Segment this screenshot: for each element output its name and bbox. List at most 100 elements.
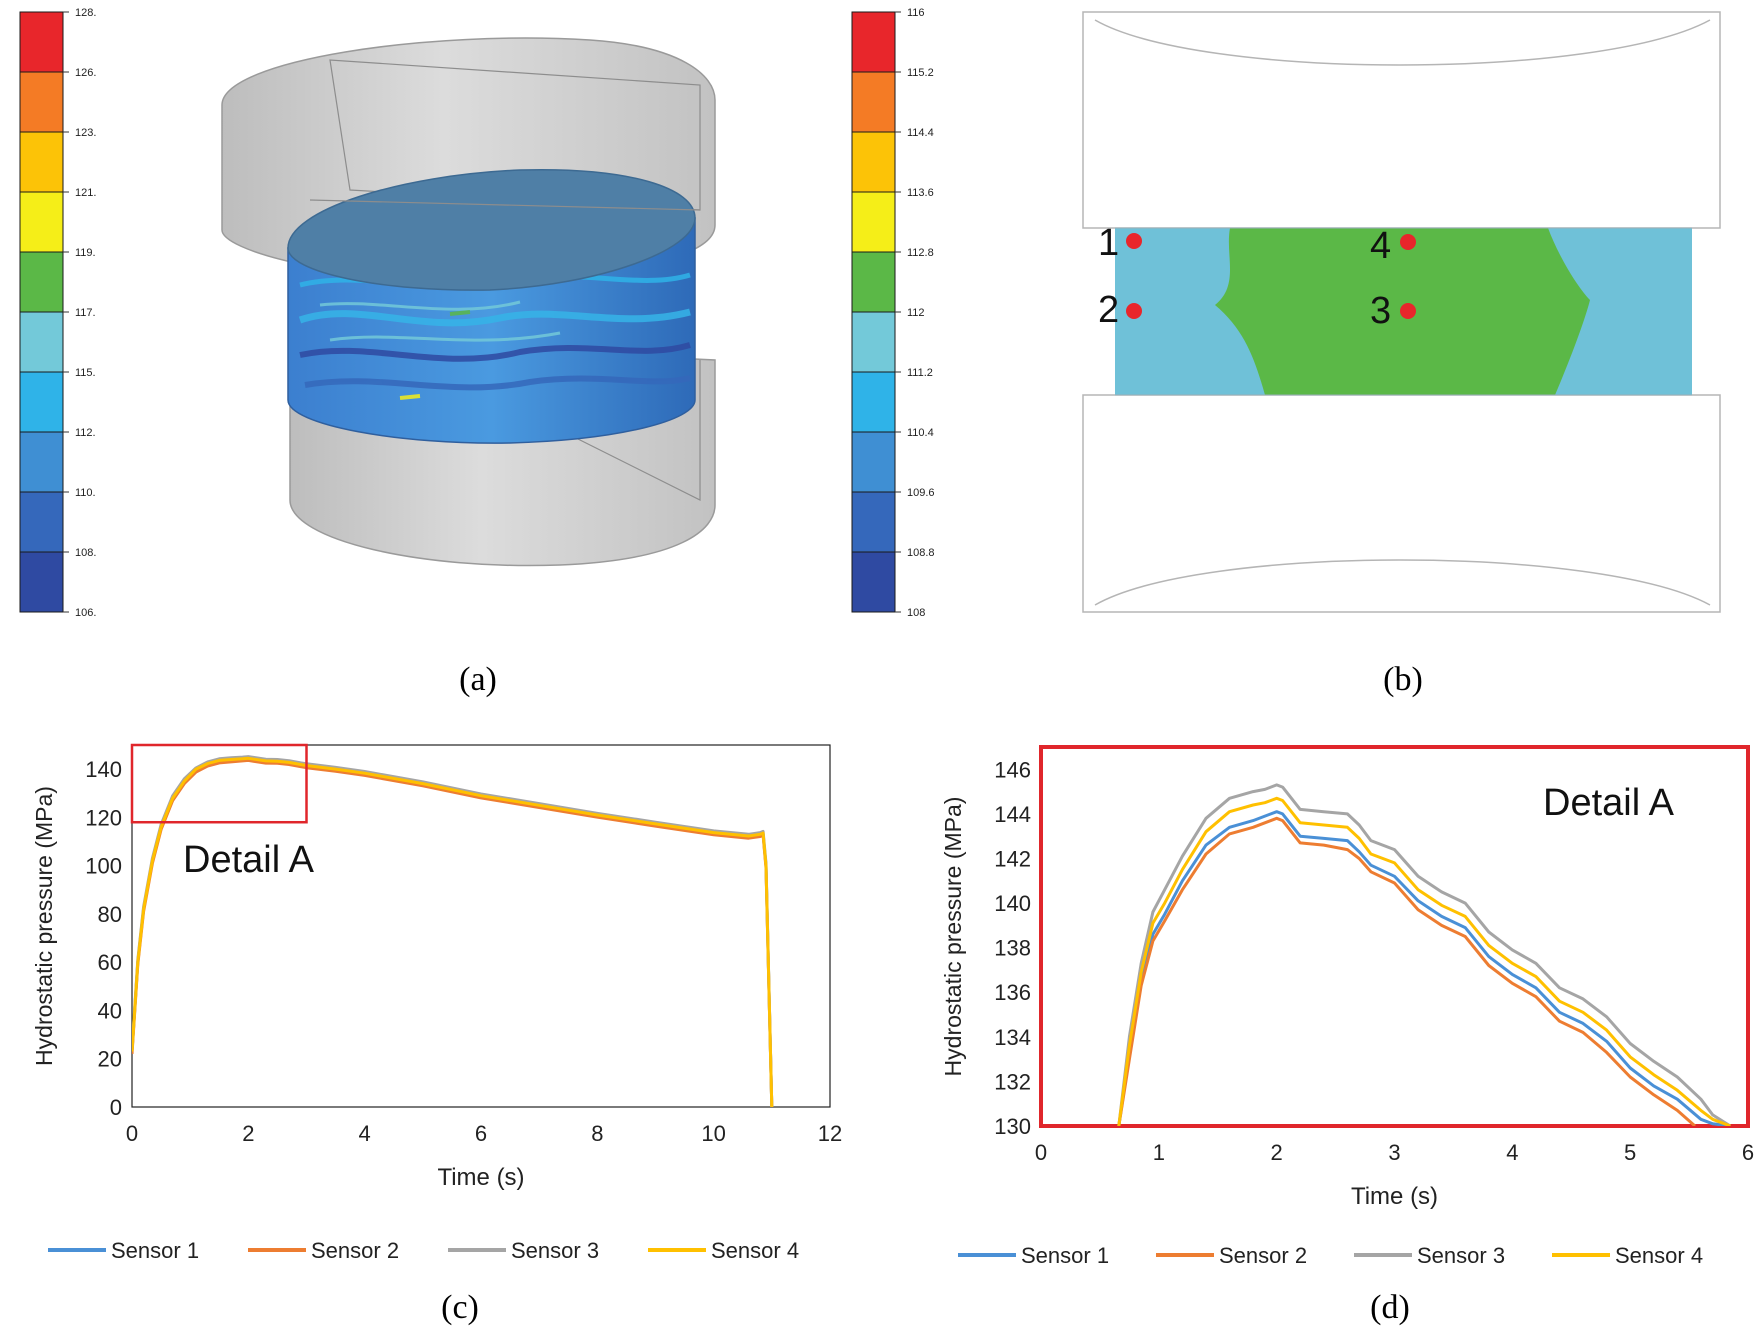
y-tick-label: 140 — [994, 891, 1031, 916]
colorbar-b-band — [851, 491, 896, 553]
detail-a-box — [130, 743, 308, 824]
colorbar-a-band — [19, 371, 64, 433]
x-axis-label: Time (s) — [437, 1164, 524, 1191]
sensor-marker-4 — [1400, 234, 1416, 250]
panel-b: 116 115.2 114.4 113.6 112.8 112 111.2 110.4 109.… — [851, 7, 1721, 698]
colorbar-b-band — [851, 431, 896, 493]
detail-a-annotation: Detail A — [183, 839, 315, 881]
chart-c: 0 20 40 60 80 100 120 140 0 2 4 6 8 10 12 Time (s) Hydro… — [31, 743, 842, 1263]
colorbar-b-band — [851, 71, 896, 133]
colorbar-b-band — [851, 131, 896, 193]
colorbar-a-band — [19, 491, 64, 553]
x-tick-label: 10 — [701, 1121, 725, 1146]
series-line-sensor-1 — [1117, 810, 1731, 1126]
series-line-sensor-4 — [132, 756, 774, 1107]
x-tick-label: 2 — [1271, 1140, 1283, 1165]
colorbar-b-tick-label: 108 — [907, 607, 925, 619]
y-tick-label: 144 — [994, 802, 1031, 827]
sensor-marker-3 — [1400, 303, 1416, 319]
sensor-marker-2 — [1126, 303, 1142, 319]
colorbar-b-tick-label: 114.4 — [907, 127, 934, 139]
colorbar-b-tick-label: 110.4 — [907, 427, 934, 439]
y-tick-label: 0 — [110, 1095, 122, 1120]
x-tick-label: 6 — [1742, 1140, 1754, 1165]
y-tick-label: 130 — [994, 1114, 1031, 1139]
colorbar-a-band — [19, 311, 64, 373]
top-section-line — [309, 199, 701, 211]
upper-die-section — [1082, 11, 1721, 229]
fe-section-2d — [1082, 11, 1721, 613]
colorbar-a-band — [19, 131, 64, 193]
colorbar-a-band — [19, 191, 64, 253]
panel-a: 128. 126. 123. 121. 119. 117. 115. 112. 110. 108.… — [19, 7, 716, 698]
colorbar-a-tick-label: 110. — [75, 487, 96, 499]
sample-top-face — [287, 168, 696, 291]
fe-model-3d — [221, 37, 716, 567]
x-tick-label: 8 — [591, 1121, 603, 1146]
chart-d: 130 132 134 136 138 140 142 144 146 0 1 2 3 4 5 6 Time (… — [940, 745, 1754, 1268]
legend-entry: Sensor 1 — [111, 1238, 199, 1263]
colorbar-a: 128. 126. 123. 121. 119. 117. 115. 112. 110. 108.… — [19, 7, 96, 619]
colorbar-a-tick-label: 115. — [75, 367, 96, 379]
x-tick-label: 2 — [242, 1121, 254, 1146]
y-tick-label: 142 — [994, 846, 1031, 871]
sensor-label-3: 3 — [1370, 290, 1391, 332]
sensor-label-2: 2 — [1098, 289, 1119, 331]
sensor-marker-1 — [1126, 233, 1142, 249]
colorbar-b-band — [851, 251, 896, 313]
legend-entry: Sensor 3 — [1417, 1243, 1505, 1268]
panel-label-b: (b) — [1383, 661, 1423, 698]
y-axis-label: Hydrostatic pressure (MPa) — [31, 786, 57, 1066]
colorbar-a-tick-label: 106. — [75, 607, 96, 619]
colorbar-b-band — [851, 371, 896, 433]
y-axis-label: Hydrostatic pressure (MPa) — [940, 797, 966, 1077]
y-tick-label: 100 — [85, 854, 122, 879]
colorbar-b: 116 115.2 114.4 113.6 112.8 112 111.2 110.4 109.… — [851, 7, 935, 619]
legend-entry: Sensor 2 — [1219, 1243, 1307, 1268]
sensor-label-1: 1 — [1098, 222, 1119, 264]
y-tick-label: 136 — [994, 980, 1031, 1005]
y-tick-label: 146 — [994, 757, 1031, 782]
colorbar-a-band — [19, 11, 64, 73]
lower-die-section-plane — [539, 360, 701, 501]
colorbar-a-tick-label: 126. — [75, 67, 96, 79]
lower-die-section — [1082, 394, 1721, 613]
panel-label-d: (d) — [1370, 1289, 1410, 1326]
colorbar-a-tick-label: 108. — [75, 547, 96, 559]
colorbar-a-tick-label: 117. — [75, 307, 96, 319]
x-tick-label: 0 — [126, 1121, 138, 1146]
y-tick-label: 140 — [85, 757, 122, 782]
legend-entry: Sensor 4 — [711, 1238, 799, 1263]
legend-entry: Sensor 1 — [1021, 1243, 1109, 1268]
colorbar-b-tick-label: 112.8 — [907, 247, 934, 259]
colorbar-a-tick-label: 123. — [75, 127, 96, 139]
panel-label-a: (a) — [459, 661, 497, 698]
detail-a-annotation: Detail A — [1543, 782, 1675, 824]
series-group — [1117, 783, 1732, 1126]
series-line-sensor-4 — [1117, 796, 1731, 1126]
colorbar-b-tick-label: 116 — [907, 7, 925, 19]
y-tick-label: 120 — [85, 805, 122, 830]
x-tick-label: 4 — [1506, 1140, 1518, 1165]
colorbar-b-tick-label: 108.8 — [907, 547, 935, 559]
x-axis-label: Time (s) — [1351, 1183, 1438, 1210]
legend: Sensor 1 Sensor 2 Sensor 3 Sensor 4 — [958, 1243, 1703, 1268]
colorbar-b-tick-label: 109.6 — [907, 487, 935, 499]
colorbar-b-tick-label: 112 — [907, 307, 925, 319]
series-line-sensor-2 — [1117, 816, 1696, 1126]
y-tick-label: 138 — [994, 936, 1031, 961]
panel-label-c: (c) — [441, 1289, 479, 1326]
plot-area — [1039, 745, 1750, 1128]
colorbar-a-tick-label: 119. — [75, 247, 96, 259]
x-tick-label: 6 — [475, 1121, 487, 1146]
legend-entry: Sensor 2 — [311, 1238, 399, 1263]
legend-entry: Sensor 3 — [511, 1238, 599, 1263]
colorbar-b-tick-label: 111.2 — [907, 367, 933, 379]
legend-entry: Sensor 4 — [1615, 1243, 1703, 1268]
x-tick-label: 1 — [1153, 1140, 1165, 1165]
sensor-markers: 1 2 3 4 — [1098, 222, 1416, 332]
colorbar-b-band — [851, 11, 896, 73]
x-tick-label: 3 — [1388, 1140, 1400, 1165]
sensor-label-4: 4 — [1370, 225, 1391, 267]
colorbar-b-tick-label: 113.6 — [907, 187, 934, 199]
